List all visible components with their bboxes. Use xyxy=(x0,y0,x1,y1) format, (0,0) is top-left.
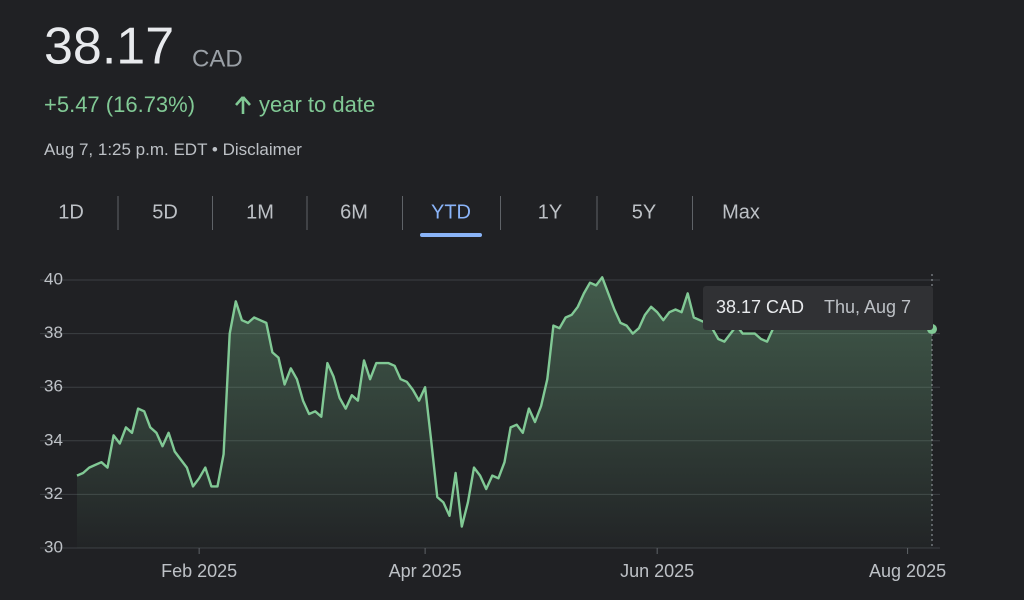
timestamp: Aug 7, 1:25 p.m. EDT • Disclaimer xyxy=(44,140,302,159)
currency: CAD xyxy=(192,45,243,72)
y-tick-label: 36 xyxy=(44,377,63,396)
range-tab[interactable]: 1M xyxy=(246,201,274,223)
range-tab[interactable]: 1Y xyxy=(538,201,562,223)
plot: 30 32 34 36 38 40 Feb 2025 Apr 2025 Jun 2025 Aug … xyxy=(40,269,946,581)
y-tick-label: 40 xyxy=(44,269,63,288)
range-tab[interactable]: 5Y xyxy=(632,201,656,223)
range-tab[interactable]: 6M xyxy=(340,201,368,223)
range-tab[interactable]: 1D xyxy=(58,201,84,223)
x-tick-label: Jun 2025 xyxy=(620,561,694,581)
range-tab[interactable]: Max xyxy=(722,201,760,223)
y-tick-label: 32 xyxy=(44,484,63,503)
time: Aug 7, 1:25 p.m. EDT xyxy=(44,140,207,159)
x-tick-label: Aug 2025 xyxy=(869,561,946,581)
range-tab[interactable]: 5D xyxy=(152,201,178,223)
up-arrow xyxy=(235,96,251,114)
period: year to date xyxy=(259,92,375,117)
y-tick-label: 34 xyxy=(44,430,63,449)
separator: • xyxy=(212,140,218,159)
range-tab[interactable]: YTD xyxy=(431,201,471,223)
area-fill xyxy=(77,277,932,548)
disclaimer[interactable]: Disclaimer xyxy=(223,140,303,159)
tooltip xyxy=(703,286,933,330)
y-tick-label: 30 xyxy=(44,537,63,556)
price: 38.17 xyxy=(44,18,174,76)
x-tick-label: Apr 2025 xyxy=(389,561,462,581)
change: +5.47 (16.73%) xyxy=(44,92,195,117)
active-tab-indicator xyxy=(420,233,482,237)
y-tick-label: 38 xyxy=(44,323,63,342)
x-tick-label: Feb 2025 xyxy=(161,561,237,581)
range-tabs: 1D 5D 1M 6M YTD 1Y 5Y Max xyxy=(58,196,760,237)
tooltip-value: 38.17 CAD xyxy=(716,297,804,317)
tooltip-date: Thu, Aug 7 xyxy=(824,297,911,317)
